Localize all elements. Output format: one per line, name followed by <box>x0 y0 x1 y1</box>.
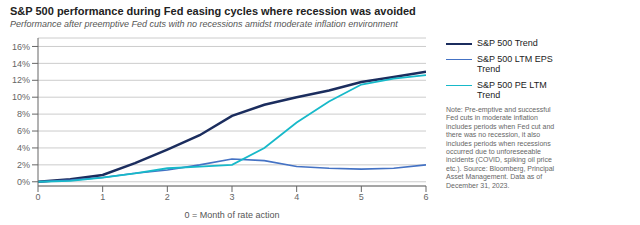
svg-text:12%: 12% <box>12 75 30 85</box>
svg-text:6%: 6% <box>17 126 30 136</box>
svg-text:16%: 16% <box>12 42 30 52</box>
svg-text:3: 3 <box>229 192 234 202</box>
html-text:S&P 500 performance during Fed: S&P 500 performance during Fed easing cy… <box>10 5 416 17</box>
html-text:Performance after preemptive F: Performance after preemptive Fed cuts wi… <box>10 19 398 29</box>
svg-text:1: 1 <box>100 192 105 202</box>
svg-text:0: 0 <box>35 192 40 202</box>
svg-text:14%: 14% <box>12 59 30 69</box>
svg-text:2%: 2% <box>17 160 30 170</box>
svg-text:8%: 8% <box>17 109 30 119</box>
svg-text:4%: 4% <box>17 143 30 153</box>
svg-text:0 = Month of rate action: 0 = Month of rate action <box>185 210 280 220</box>
svg-text:10%: 10% <box>12 92 30 102</box>
svg-text:5: 5 <box>359 192 364 202</box>
svg-text:6: 6 <box>423 192 428 202</box>
svg-text:2: 2 <box>165 192 170 202</box>
html-text:S&P 500 Trend: S&P 500 Trend <box>477 38 538 48</box>
html-text:S&P 500 LTM EPS Trend: S&P 500 LTM EPS Trend <box>477 54 553 74</box>
svg-text:4: 4 <box>294 192 299 202</box>
html-text:S&P 500 PE LTM Trend: S&P 500 PE LTM Trend <box>477 80 547 100</box>
html-text:Note: Pre-emptive and successf: Note: Pre-emptive and successful Fed cut… <box>446 106 555 189</box>
svg-text:0%: 0% <box>17 177 30 187</box>
